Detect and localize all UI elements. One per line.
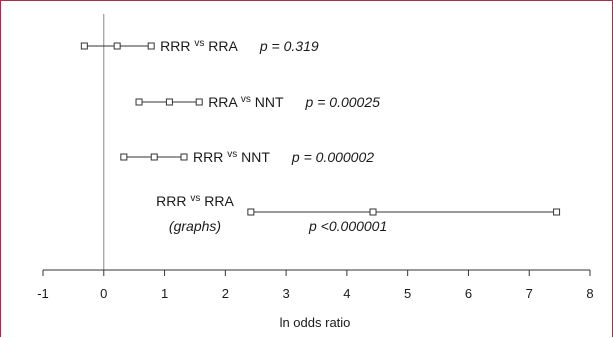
p-value: p <0.000001	[308, 218, 387, 234]
point-estimate-marker	[150, 153, 158, 161]
comparison-label: RRR vs RRA	[156, 193, 234, 209]
comparison-row: RRR vs NNT p = 0.000002	[120, 149, 374, 165]
axes: -1 0 1 2 3 4 5 6 7 8	[37, 14, 594, 301]
comparison-left-measure: RRR	[156, 193, 190, 209]
ci-high-marker	[195, 98, 203, 106]
x-tick-label: 4	[343, 286, 350, 301]
comparison-sublabel: (graphs)	[169, 218, 221, 234]
comparison-label: RRA vs NNT	[208, 94, 284, 110]
x-tick-label: 6	[465, 286, 472, 301]
x-tick-label: 7	[526, 286, 533, 301]
comparison-left-measure: RRR	[193, 149, 227, 165]
x-tick-label: 0	[100, 286, 107, 301]
x-tick-label: 8	[586, 286, 593, 301]
point-estimate-marker	[369, 208, 377, 216]
x-axis-label: ln odds ratio	[280, 315, 351, 330]
comparison-row: RRA vs NNT p = 0.00025	[135, 94, 381, 110]
comparison-row: RRR vs RRA (graphs) p <0.000001	[156, 193, 561, 234]
ci-high-marker	[147, 42, 155, 50]
comparison-rows: RRR vs RRA p = 0.319 RRA vs NNT p = 0.00025…	[80, 38, 561, 234]
x-tick-label: -1	[37, 286, 49, 301]
vs-superscript: vs	[194, 38, 204, 49]
vs-superscript: vs	[227, 149, 237, 160]
p-value: p = 0.319	[259, 38, 319, 54]
comparison-left-measure: RRR	[160, 38, 194, 54]
ci-low-marker	[247, 208, 255, 216]
x-tick-label: 5	[404, 286, 411, 301]
comparison-row: RRR vs RRA p = 0.319	[80, 38, 319, 54]
comparison-right-measure: NNT	[237, 149, 270, 165]
point-estimate-marker	[113, 42, 121, 50]
comparison-right-measure: NNT	[251, 94, 284, 110]
vs-superscript: vs	[241, 94, 251, 105]
point-estimate-marker	[165, 98, 173, 106]
ci-high-marker	[553, 208, 561, 216]
p-value: p = 0.000002	[291, 149, 374, 165]
vs-superscript: vs	[190, 193, 200, 204]
comparison-left-measure: RRA	[208, 94, 241, 110]
x-tick-label: 1	[161, 286, 168, 301]
ci-low-marker	[135, 98, 143, 106]
comparison-right-measure: RRA	[200, 193, 234, 209]
comparison-label: RRR vs RRA	[160, 38, 238, 54]
x-tick-label: 2	[222, 286, 229, 301]
x-tick-label: 3	[282, 286, 289, 301]
ci-low-marker	[80, 42, 88, 50]
comparison-label: RRR vs NNT	[193, 149, 270, 165]
p-value: p = 0.00025	[305, 94, 381, 110]
ci-low-marker	[120, 153, 128, 161]
comparison-right-measure: RRA	[204, 38, 238, 54]
ci-high-marker	[180, 153, 188, 161]
